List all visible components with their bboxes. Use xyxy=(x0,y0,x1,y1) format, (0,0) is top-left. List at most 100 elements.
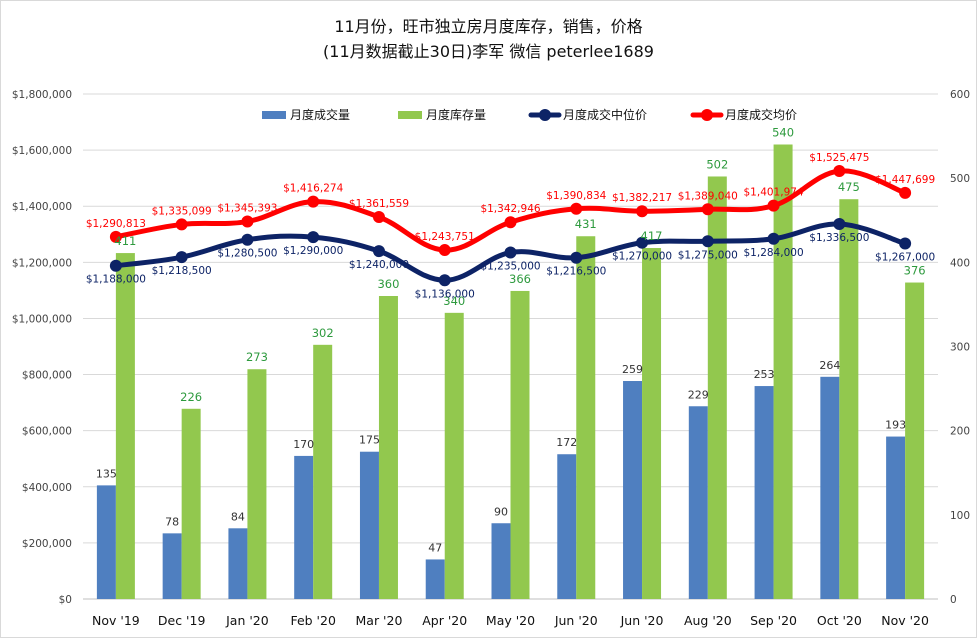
median-price-data-label: $1,235,000 xyxy=(480,261,540,273)
sales-bar xyxy=(96,485,116,599)
sales-data-label: 78 xyxy=(165,515,179,528)
left-tick-label: $1,400,000 xyxy=(12,201,72,213)
data-labels: 135 78 84 170 175 47 90 172 259 229 253 264 193 411 22… xyxy=(86,126,935,555)
average-price-point xyxy=(438,244,451,257)
inventory-data-label: 360 xyxy=(377,277,399,291)
left-axis: $0 $200,000 $400,000 $600,000 $800,000 $1,000… xyxy=(12,89,72,606)
x-tick-label: Nov '20 xyxy=(881,613,929,628)
median-price-point xyxy=(175,251,188,264)
sales-bar xyxy=(491,523,511,599)
x-tick-label: Jun '20 xyxy=(554,613,598,628)
inventory-bar xyxy=(707,176,727,599)
sales-data-label: 172 xyxy=(556,436,577,449)
average-price-data-label: $1,290,813 xyxy=(86,218,146,230)
legend-label: 月度库存量 xyxy=(426,107,486,122)
legend: 月度成交量 月度库存量 月度成交中位价 月度成交均价 xyxy=(262,107,797,122)
inventory-bar xyxy=(444,312,464,599)
sales-bar xyxy=(162,533,182,599)
bars xyxy=(96,144,925,600)
average-price-point xyxy=(109,230,122,243)
sales-bar xyxy=(688,406,708,599)
median-price-data-label: $1,336,500 xyxy=(809,232,869,244)
median-price-data-label: $1,136,000 xyxy=(415,288,475,300)
sales-data-label: 264 xyxy=(819,359,840,372)
inventory-data-label: 540 xyxy=(772,126,794,140)
sales-bar xyxy=(228,528,248,599)
average-price-data-label: $1,335,099 xyxy=(152,205,212,217)
sales-bar xyxy=(557,454,577,599)
sales-bar xyxy=(623,381,643,599)
x-tick-label: Jun '20 xyxy=(620,613,664,628)
legend-label: 月度成交均价 xyxy=(725,107,797,122)
average-price-data-label: $1,389,040 xyxy=(678,190,738,202)
inventory-data-label: 273 xyxy=(246,350,268,364)
sales-bar xyxy=(425,559,445,599)
right-tick-label: 100 xyxy=(950,510,970,522)
median-price-point xyxy=(372,245,385,258)
average-price-point xyxy=(833,165,846,178)
inventory-bar xyxy=(773,144,793,599)
x-tick-label: Feb '20 xyxy=(290,613,335,628)
average-price-point xyxy=(175,218,188,231)
right-tick-label: 300 xyxy=(950,342,970,354)
inventory-data-label: 417 xyxy=(641,229,663,243)
left-tick-label: $800,000 xyxy=(22,370,72,382)
inventory-bar xyxy=(115,253,135,599)
inventory-bar xyxy=(839,199,859,600)
inventory-data-label: 475 xyxy=(838,180,860,194)
median-price-point xyxy=(109,259,122,272)
right-tick-label: 0 xyxy=(950,594,957,606)
sales-data-label: 84 xyxy=(231,510,245,523)
x-tick-label: Dec '19 xyxy=(158,613,206,628)
x-axis: Nov '19 Dec '19 Jan '20 Feb '20 Mar '20 Apr '… xyxy=(83,598,938,628)
median-price-point xyxy=(307,231,320,244)
average-price-data-label: $1,401,974 xyxy=(744,187,804,199)
average-price-data-label: $1,342,946 xyxy=(480,203,540,215)
sales-data-label: 47 xyxy=(428,541,442,554)
average-price-point xyxy=(570,202,583,215)
inventory-data-label: 226 xyxy=(180,390,202,404)
average-price-data-label: $1,345,393 xyxy=(217,203,277,215)
inventory-bar xyxy=(642,248,662,599)
median-price-point xyxy=(701,235,714,248)
right-tick-label: 200 xyxy=(950,426,970,438)
inventory-data-label: 411 xyxy=(114,234,136,248)
x-tick-label: Jan '20 xyxy=(225,613,269,628)
inventory-bar xyxy=(905,282,925,599)
average-price-point xyxy=(701,203,714,216)
average-price-point xyxy=(767,199,780,212)
sales-data-label: 253 xyxy=(754,368,775,381)
left-tick-label: $600,000 xyxy=(22,426,72,438)
sales-data-label: 229 xyxy=(688,388,709,401)
sales-bar xyxy=(754,386,774,599)
sales-data-label: 170 xyxy=(293,438,314,451)
legend-label: 月度成交中位价 xyxy=(563,107,647,122)
median-price-point xyxy=(767,232,780,245)
sales-data-label: 193 xyxy=(885,419,906,432)
sales-bar xyxy=(294,455,314,599)
right-tick-label: 500 xyxy=(950,173,970,185)
inventory-data-label: 302 xyxy=(312,326,334,340)
median-price-data-label: $1,275,000 xyxy=(678,249,738,261)
legend-swatch xyxy=(398,111,422,119)
x-tick-label: Mar '20 xyxy=(356,613,403,628)
legend-marker xyxy=(701,109,713,121)
average-price-point xyxy=(636,205,649,218)
left-tick-label: $1,800,000 xyxy=(12,89,72,101)
median-price-point xyxy=(833,218,846,231)
sales-bar xyxy=(359,451,379,599)
inventory-data-label: 502 xyxy=(706,157,728,171)
legend-swatch xyxy=(262,111,286,119)
median-price-point xyxy=(636,236,649,249)
inventory-bar xyxy=(181,408,201,599)
median-price-data-label: $1,218,500 xyxy=(152,265,212,277)
inventory-data-label: 340 xyxy=(443,294,465,308)
median-price-point xyxy=(570,251,583,264)
x-tick-label: May '20 xyxy=(486,613,535,628)
sales-bar xyxy=(820,376,840,599)
sales-data-label: 135 xyxy=(96,467,117,480)
x-tick-label: Nov '19 xyxy=(92,613,140,628)
left-tick-label: $1,200,000 xyxy=(12,257,72,269)
median-price-data-label: $1,270,000 xyxy=(612,251,672,263)
